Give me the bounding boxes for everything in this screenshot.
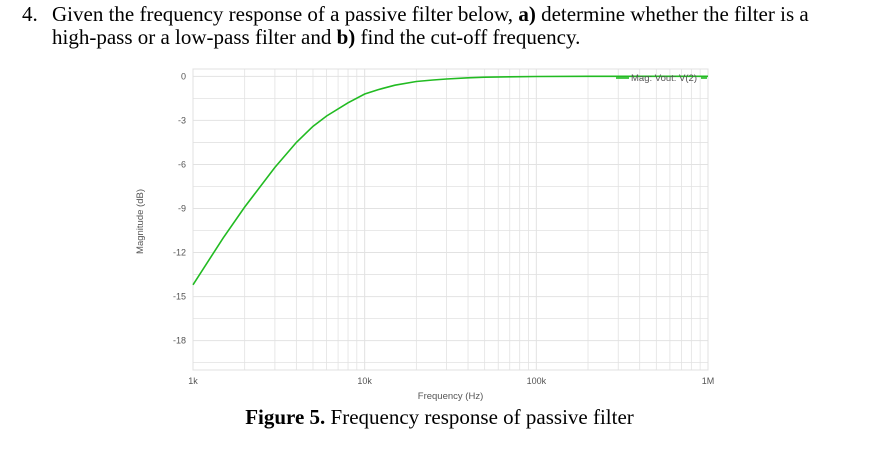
y-tick-label: -18 xyxy=(173,336,186,346)
legend-label: Mag: Vout: V(2) xyxy=(631,73,697,84)
figure-label: Figure 5. xyxy=(245,405,326,429)
y-tick-label: -6 xyxy=(178,159,186,169)
question-line2-post: find the cut-off frequency. xyxy=(360,25,581,49)
x-tick-label: 10k xyxy=(357,376,372,386)
question-line1-mid: determine whether the filter is a xyxy=(541,2,809,26)
question-text: 4. Given the frequency response of a pass… xyxy=(22,3,872,49)
question-line2-pre: high-pass or a low-pass filter and xyxy=(52,25,332,49)
figure-caption: Figure 5. Frequency response of passive … xyxy=(0,405,879,430)
x-tick-label: 1k xyxy=(188,376,198,386)
x-tick-label: 1M xyxy=(702,376,715,386)
y-tick-label: -9 xyxy=(178,203,186,213)
x-tick-label: 100k xyxy=(527,376,547,386)
question-number: 4. xyxy=(22,2,38,26)
legend: Mag: Vout: V(2) xyxy=(616,73,707,84)
y-tick-label: -15 xyxy=(173,292,186,302)
chart-grid xyxy=(192,69,708,370)
plot-frame xyxy=(192,68,709,371)
figure-caption-text: Frequency response of passive filter xyxy=(330,405,634,429)
y-tick-label: -12 xyxy=(173,248,186,258)
y-axis-label: Magnitude (dB) xyxy=(135,189,146,254)
axis-ticks: 0 -3 -6 -9 -12 -15 -18 1k 10k 100k 1M xyxy=(173,71,714,386)
question-line-1: 4. Given the frequency response of a pass… xyxy=(22,3,872,26)
question-line-2: high-pass or a low-pass filter and b) fi… xyxy=(22,26,872,49)
part-b-label: b) xyxy=(336,25,356,49)
y-tick-label: 0 xyxy=(181,71,186,81)
x-axis-label: Frequency (Hz) xyxy=(418,391,483,402)
series-line-magnitude xyxy=(192,75,708,286)
question-line1-pre: Given the frequency response of a passiv… xyxy=(52,2,514,26)
part-a-label: a) xyxy=(518,2,536,26)
y-tick-label: -3 xyxy=(178,115,186,125)
